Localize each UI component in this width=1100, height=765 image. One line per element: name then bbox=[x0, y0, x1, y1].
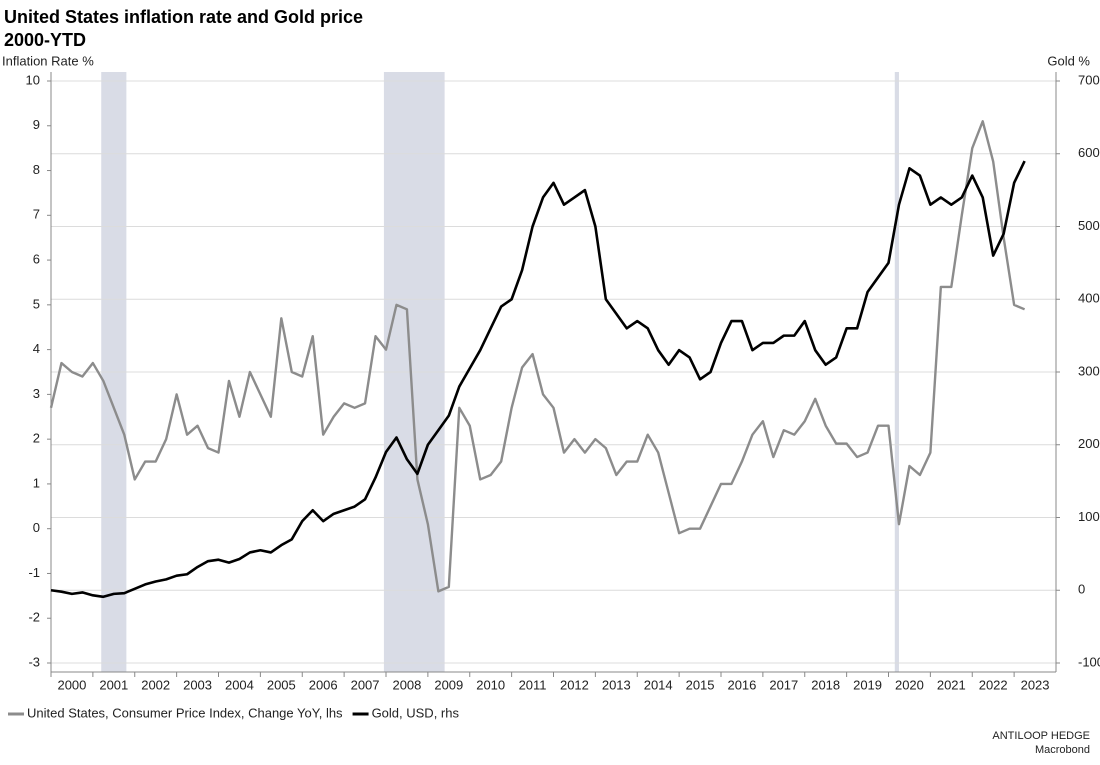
x-tick-label: 2010 bbox=[476, 677, 505, 692]
x-tick-label: 2011 bbox=[519, 677, 547, 692]
y-tick-label: 9 bbox=[33, 117, 40, 132]
x-tick-label: 2007 bbox=[351, 677, 380, 692]
x-tick-label: 2009 bbox=[434, 677, 463, 692]
x-tick-label: 2006 bbox=[309, 677, 338, 692]
y2-tick-label: 0 bbox=[1078, 582, 1085, 597]
y2-tick-label: 400 bbox=[1078, 291, 1100, 306]
x-tick-label: 2012 bbox=[560, 677, 589, 692]
y-tick-label: 1 bbox=[33, 475, 40, 490]
y-tick-label: 8 bbox=[33, 162, 40, 177]
series-line bbox=[49, 120, 1026, 593]
x-tick-label: 2004 bbox=[225, 677, 254, 692]
y2-tick-label: 700 bbox=[1078, 72, 1100, 87]
y-tick-label: -1 bbox=[28, 565, 40, 580]
chart-title: United States inflation rate and Gold pr… bbox=[4, 7, 363, 27]
y2-tick-label: 500 bbox=[1078, 218, 1100, 233]
x-tick-label: 2001 bbox=[99, 677, 128, 692]
x-tick-label: 2008 bbox=[392, 677, 421, 692]
y-tick-label: 7 bbox=[33, 207, 40, 222]
legend-label: United States, Consumer Price Index, Cha… bbox=[27, 705, 343, 720]
chart-subtitle: 2000-YTD bbox=[4, 30, 86, 50]
y2-tick-label: 100 bbox=[1078, 509, 1100, 524]
x-tick-label: 2005 bbox=[267, 677, 296, 692]
y-tick-label: 3 bbox=[33, 386, 40, 401]
y-tick-label: 6 bbox=[33, 252, 40, 267]
x-tick-label: 2002 bbox=[141, 677, 170, 692]
credit: Macrobond bbox=[1035, 744, 1090, 756]
y-tick-label: 2 bbox=[33, 431, 40, 446]
x-tick-label: 2003 bbox=[183, 677, 212, 692]
x-tick-label: 2016 bbox=[727, 677, 756, 692]
y2-tick-label: 300 bbox=[1078, 363, 1100, 378]
y-tick-label: 10 bbox=[26, 72, 40, 87]
y-tick-label: -3 bbox=[28, 654, 40, 669]
x-tick-label: 2014 bbox=[644, 677, 673, 692]
x-tick-label: 2019 bbox=[853, 677, 882, 692]
x-tick-label: 2000 bbox=[57, 677, 86, 692]
x-tick-label: 2017 bbox=[769, 677, 798, 692]
y2-tick-label: 600 bbox=[1078, 145, 1100, 160]
credit: ANTILOOP HEDGE bbox=[992, 730, 1090, 742]
y-tick-label: 0 bbox=[33, 520, 40, 535]
x-tick-label: 2015 bbox=[686, 677, 715, 692]
y-tick-label: 5 bbox=[33, 296, 40, 311]
series-line bbox=[50, 160, 1026, 599]
x-tick-label: 2018 bbox=[811, 677, 840, 692]
y2-axis-title: Gold % bbox=[1047, 53, 1090, 68]
x-tick-label: 2021 bbox=[937, 677, 966, 692]
legend-label: Gold, USD, rhs bbox=[372, 705, 460, 720]
x-tick-label: 2013 bbox=[602, 677, 631, 692]
x-tick-label: 2022 bbox=[979, 677, 1008, 692]
y2-tick-label: 200 bbox=[1078, 436, 1100, 451]
y-tick-label: 4 bbox=[33, 341, 40, 356]
x-tick-label: 2020 bbox=[895, 677, 924, 692]
y-axis-title: Inflation Rate % bbox=[2, 53, 94, 68]
y2-tick-label: -100 bbox=[1078, 654, 1100, 669]
y-tick-label: -2 bbox=[28, 610, 40, 625]
x-tick-label: 2023 bbox=[1021, 677, 1050, 692]
